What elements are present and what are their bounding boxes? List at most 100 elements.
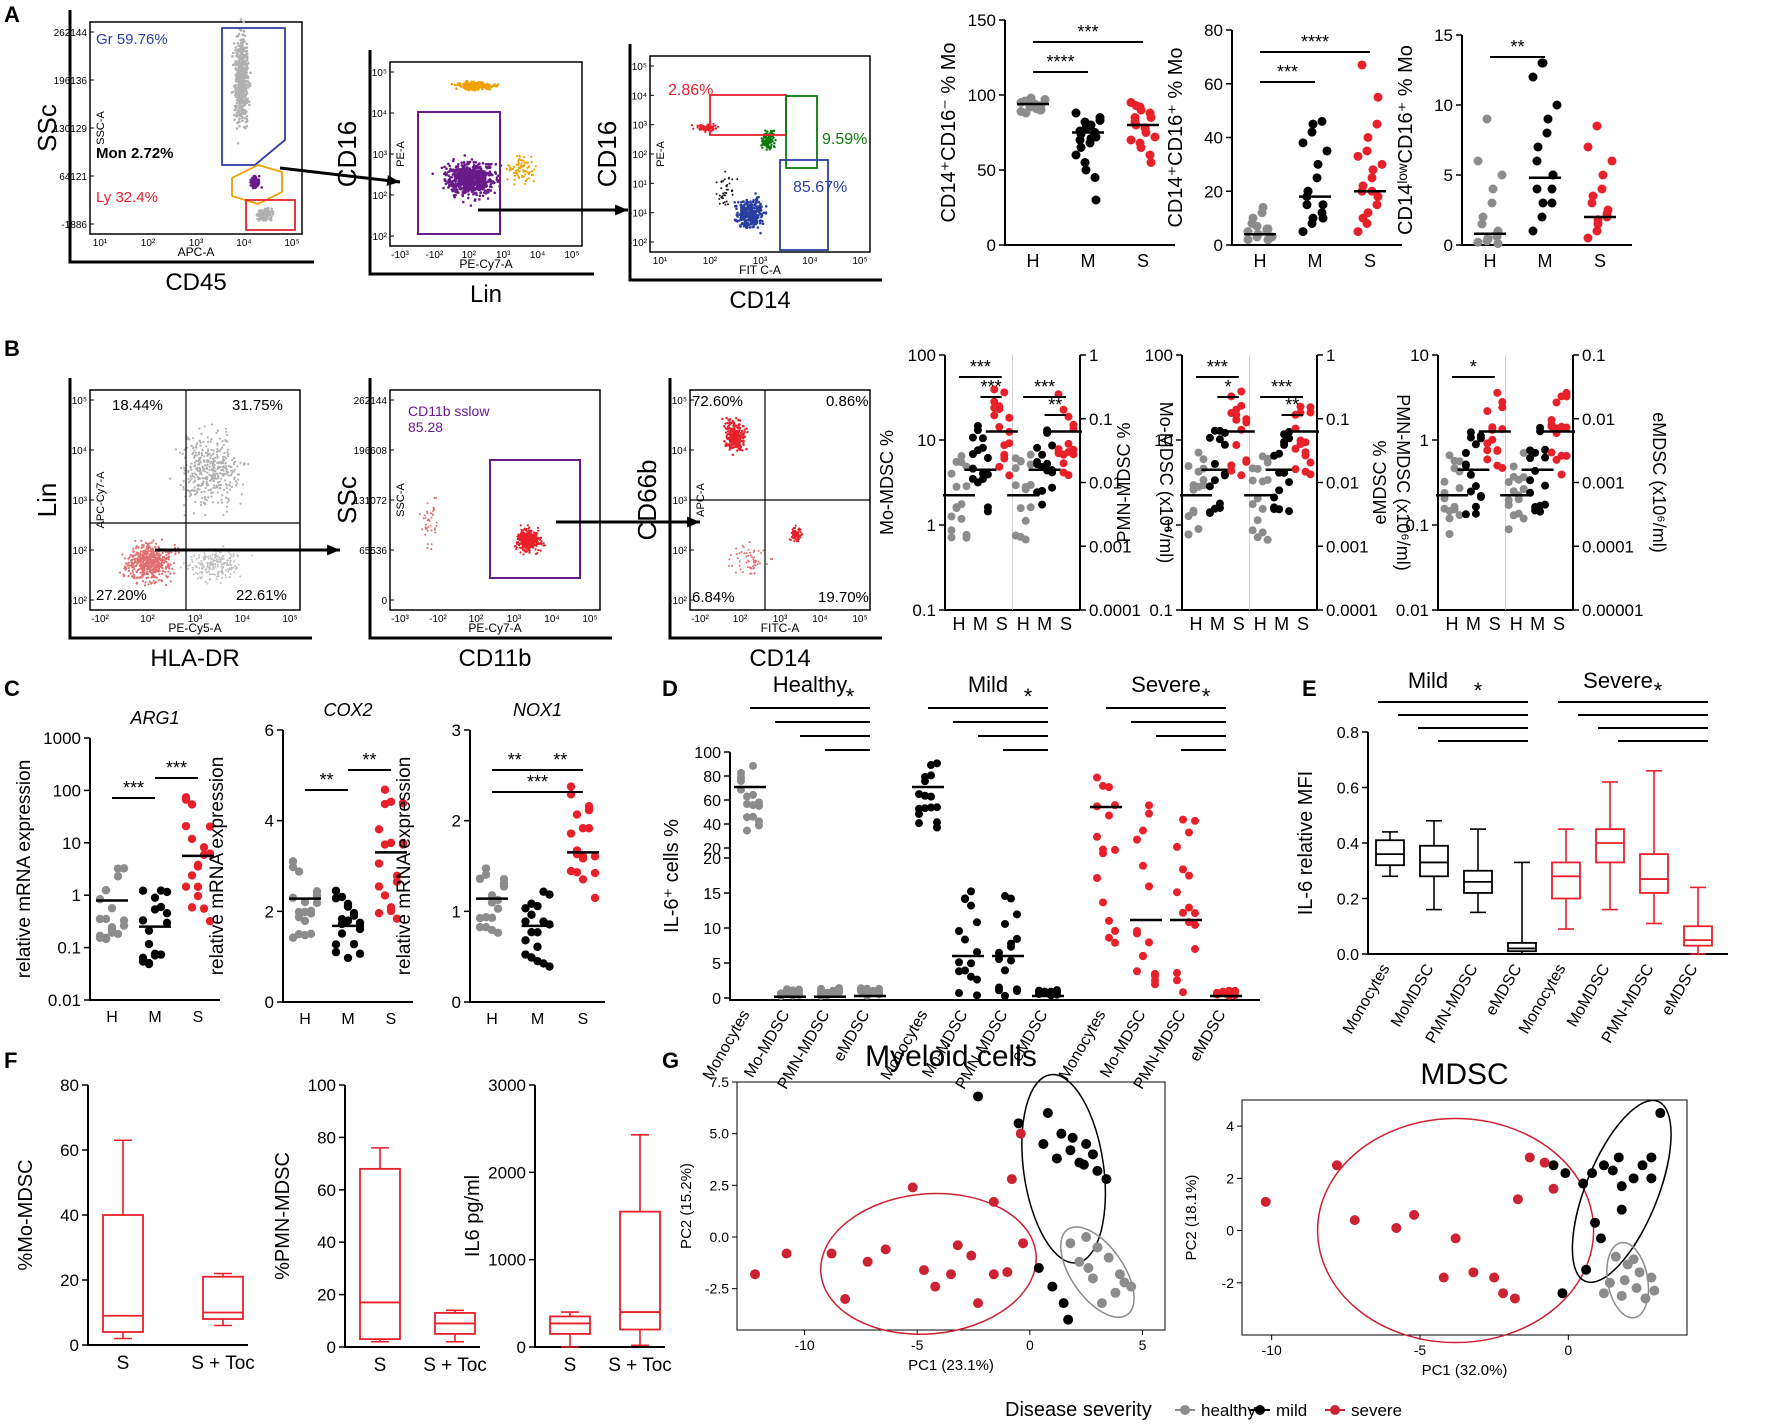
a5-point — [1298, 138, 1308, 148]
c2-point — [300, 916, 310, 926]
a2-lin-pos-event — [532, 180, 535, 183]
a2-lin-pos-event — [513, 165, 516, 168]
b1-lr-event — [179, 566, 182, 569]
a2-lin-neg-event — [475, 172, 478, 176]
c1-point — [162, 908, 172, 918]
a4-xtick: H — [1027, 251, 1040, 271]
b2-low-event — [420, 528, 423, 531]
b4-point — [952, 482, 961, 491]
b1-ll-event — [127, 569, 131, 573]
a2-lin-pos-event — [508, 164, 511, 167]
b1-ur-event — [222, 488, 226, 491]
a3-neg-event — [728, 182, 731, 185]
b1-lr-event — [209, 556, 212, 559]
b5-xtick: H — [1190, 614, 1203, 634]
a4-ytick: 100 — [968, 86, 996, 105]
b1-ur-event — [193, 486, 196, 489]
a3-cd14-event — [759, 231, 762, 235]
a2-lin-neg-event — [450, 180, 454, 183]
a1-gr-event — [235, 54, 239, 57]
b1-lr-event — [222, 545, 225, 548]
a1-gr-event — [236, 41, 240, 45]
a3-cd16-event — [703, 126, 707, 129]
b1-ur-event — [204, 496, 207, 499]
b1-ll-event — [142, 564, 145, 567]
a1-mon-label: Mon 2.72% — [96, 145, 174, 162]
b1-ur-event — [200, 482, 204, 485]
b1-ll-event — [121, 553, 124, 556]
b6-point — [1471, 502, 1480, 511]
b1-ur-event — [210, 423, 213, 426]
b1-ll-event — [140, 550, 143, 553]
b1-lr-event — [223, 561, 226, 564]
b1-ll-event — [151, 562, 154, 566]
b1-ll-event — [172, 562, 176, 565]
a1-ly-event — [264, 211, 267, 214]
b2-low-event — [432, 506, 435, 509]
b5-point — [1263, 535, 1272, 544]
a2-lin-neg-event — [453, 172, 457, 175]
a6-point — [1532, 156, 1542, 166]
b2-cd11b-event — [536, 552, 539, 555]
b1-lr-event — [196, 572, 199, 575]
a2-lin-pos-event — [524, 179, 528, 183]
b1-lr-event — [207, 557, 210, 560]
b1-lr-event — [227, 559, 230, 562]
b1-ll-event — [143, 573, 146, 576]
a2-lin-neg-event — [471, 171, 475, 175]
a5-point — [1353, 151, 1363, 161]
c1-point — [187, 871, 197, 880]
b5-point — [1189, 508, 1198, 517]
b1-ur-event — [213, 466, 216, 470]
b4-point — [1059, 459, 1068, 468]
b3-ul-event — [741, 449, 744, 452]
a2-lin-neg-event — [460, 161, 463, 164]
a3-cd14-event — [740, 200, 743, 204]
a3-neg-event — [722, 201, 725, 204]
a2-cd16hi-event — [455, 87, 458, 91]
b6-point — [1461, 448, 1470, 457]
a1-gr-event — [238, 61, 241, 64]
b5-point — [1242, 456, 1251, 465]
b2-low-event — [423, 514, 426, 517]
b1-ur-event — [182, 466, 186, 469]
b6-point — [1504, 478, 1513, 487]
a2-lin-neg-event — [443, 178, 447, 181]
a1-gr-event — [242, 101, 246, 104]
b2-xtick: -10² — [429, 614, 447, 625]
a5-ytick: 80 — [1204, 21, 1223, 40]
b2-ytick: 262144 — [354, 396, 388, 407]
b1-ll-event — [136, 545, 139, 548]
b1-ur-event — [210, 448, 213, 451]
b1-ur-event — [216, 481, 220, 484]
b1-ll-event — [145, 550, 148, 553]
a2-lin-neg-event — [483, 189, 487, 192]
a3-cd16pos-event — [773, 145, 776, 149]
b1-ll-event — [134, 539, 137, 543]
a2-lin-neg-event — [454, 166, 458, 169]
c2-ylabel: relative mRNA expression — [207, 757, 228, 976]
b4-point — [1033, 443, 1042, 452]
b1-ur-event — [222, 474, 225, 477]
a1-gr-event — [246, 98, 249, 101]
a3-outer-axis — [628, 44, 882, 282]
b5-point — [1194, 448, 1203, 457]
a3-cd14-event — [757, 210, 761, 214]
a4-sig-label: *** — [1077, 22, 1098, 42]
b1-xtick: 10² — [140, 614, 155, 625]
b1-ur-event — [223, 451, 226, 455]
a3-neg-event — [725, 200, 728, 203]
b1-ll-event — [138, 557, 142, 560]
a2-lin-pos-event — [522, 175, 525, 178]
a4-point — [1090, 173, 1100, 182]
a1-xtick: 10¹ — [93, 238, 108, 249]
a3-neg-event — [718, 202, 721, 205]
a2-lin-neg-event — [478, 177, 481, 180]
a5-point — [1318, 213, 1328, 223]
b1-ur-event — [220, 446, 224, 449]
b1-ur-event — [210, 438, 213, 441]
a3-neg-event — [725, 192, 728, 195]
b1-q-ll: 27.20% — [96, 587, 147, 604]
a1-gr-event — [240, 87, 244, 90]
